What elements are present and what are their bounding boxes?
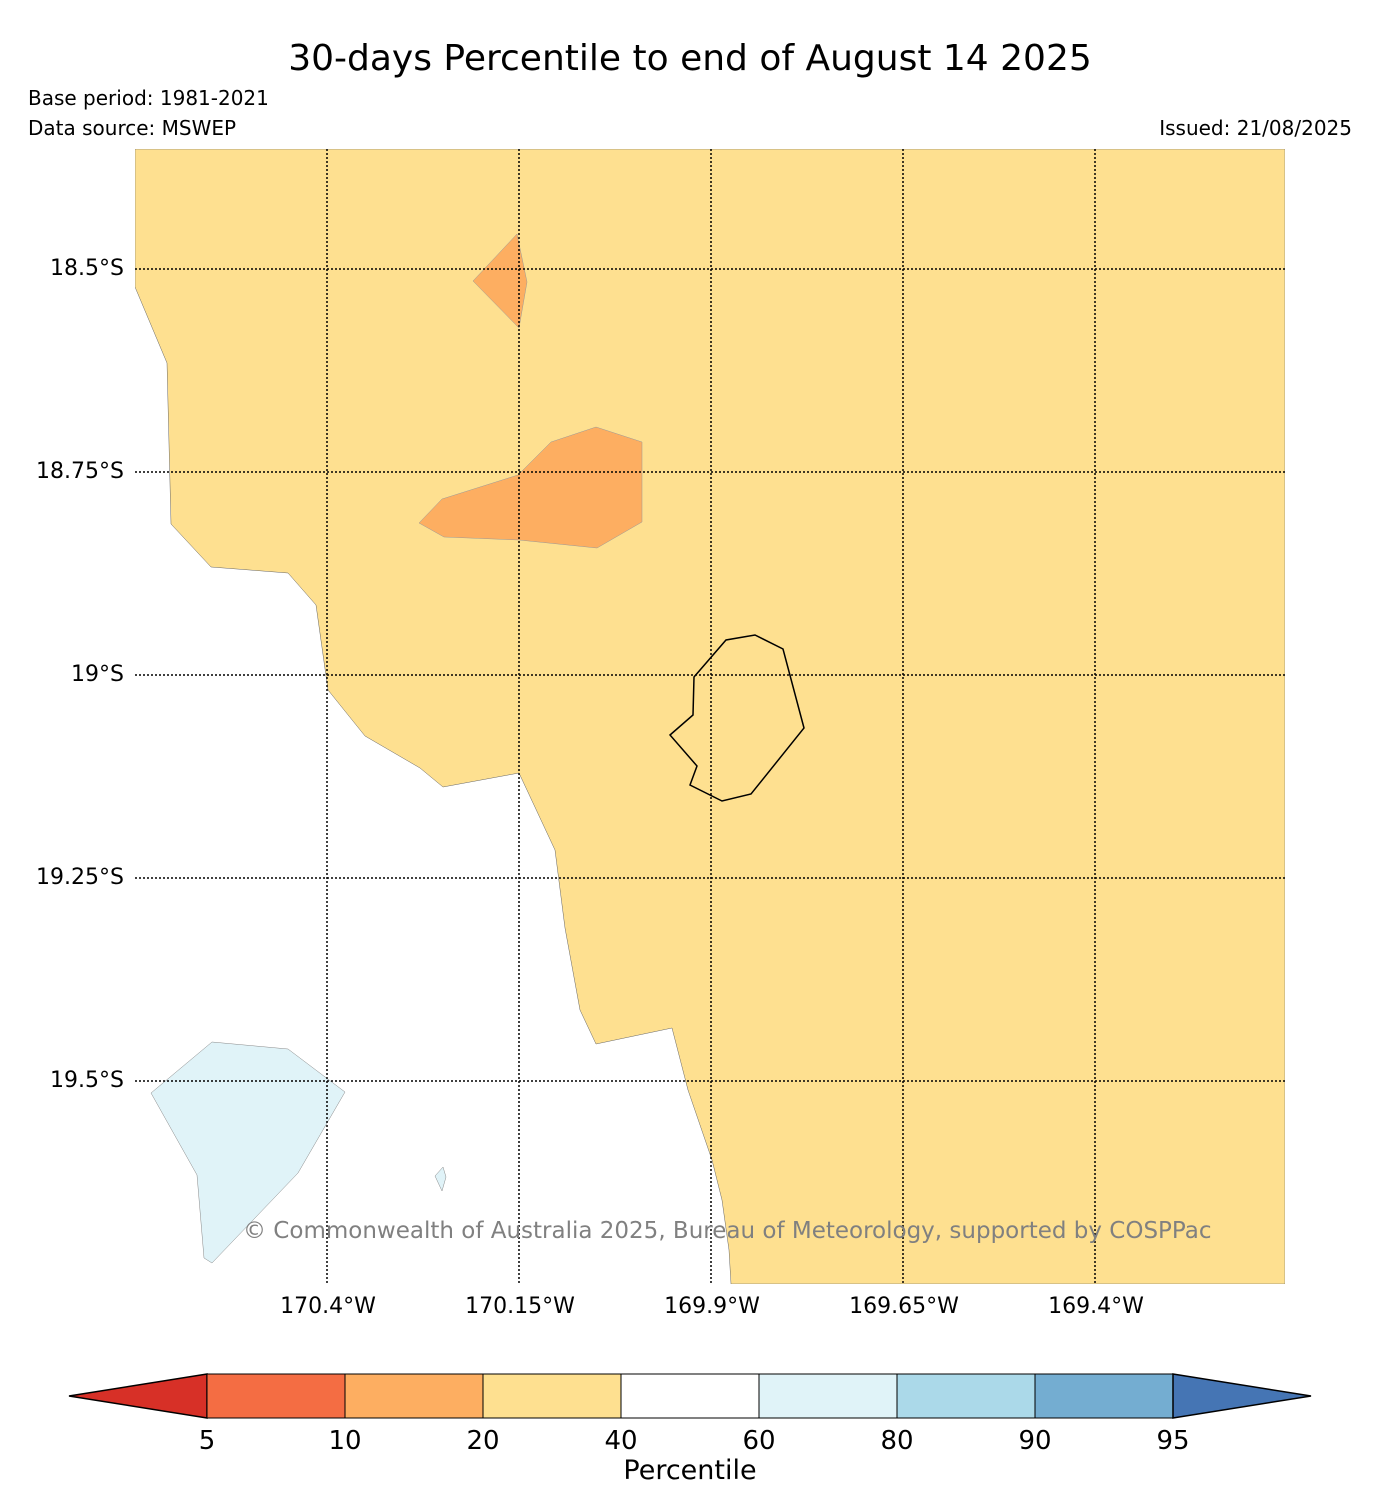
lat-label-19-5: 19.5°S [50,1068,124,1093]
lon-label-169-4: 169.4°W [1048,1294,1144,1319]
colorbar-bin-20-40 [482,1373,622,1419]
island-coastline [668,634,805,802]
lon-label-170-15: 170.15°W [465,1294,575,1319]
colorbar-bin-80-90 [896,1373,1036,1419]
colorbar-tick: 10 [328,1426,362,1456]
lon-label-169-65: 169.65°W [849,1294,959,1319]
colorbar [68,1373,1312,1419]
colorbar-bin-90-95 [1034,1373,1174,1419]
issued-date-label: Issued: 21/08/2025 [1159,116,1352,140]
region-percentile-60-80-islet [434,1166,447,1192]
colorbar-tick: 5 [198,1426,216,1456]
copyright-notice: © Commonwealth of Australia 2025, Bureau… [243,1218,1212,1244]
region-percentile-10-20-north [472,233,528,329]
colorbar-bin-40-60 [620,1373,760,1419]
region-percentile-20-40 [135,149,1285,1284]
lat-label-18-5: 18.5°S [50,256,124,281]
colorbar-tick: 95 [1156,1426,1190,1456]
data-source-label: Data source: MSWEP [28,116,237,140]
colorbar-extend-high [1172,1373,1312,1419]
gridlines [135,149,1285,1284]
lat-label-19: 19°S [71,662,124,687]
colorbar-bin-60-80 [758,1373,898,1419]
colorbar-tick: 40 [604,1426,638,1456]
colorbar-tick: 90 [1018,1426,1052,1456]
region-percentile-60-80 [150,1041,346,1264]
colorbar-bin-5-10 [206,1373,346,1419]
colorbar-tick: 80 [880,1426,914,1456]
lat-label-19-25: 19.25°S [36,865,124,890]
base-period-label: Base period: 1981-2021 [28,86,269,110]
colorbar-tick: 20 [466,1426,500,1456]
colorbar-extend-low [68,1373,208,1419]
lon-label-170-4: 170.4°W [280,1294,376,1319]
lon-label-169-9: 169.9°W [664,1294,760,1319]
page-title: 30-days Percentile to end of August 14 2… [288,38,1092,79]
region-percentile-10-20-central [418,426,643,549]
lat-label-18-75: 18.75°S [36,459,124,484]
colorbar-bin-10-20 [344,1373,484,1419]
colorbar-tick: 60 [742,1426,776,1456]
colorbar-title: Percentile [623,1455,757,1486]
